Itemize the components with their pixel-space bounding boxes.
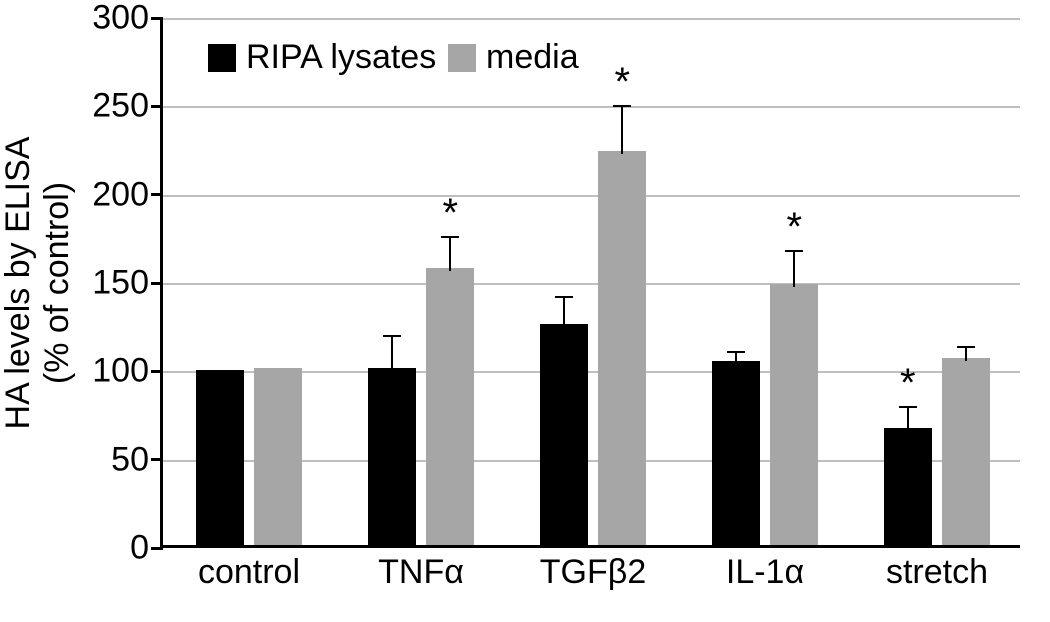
legend-item: media <box>448 38 579 77</box>
x-tick-label: control <box>198 545 300 592</box>
legend-item: RIPA lysates <box>208 38 436 77</box>
legend-label: RIPA lysates <box>236 38 436 77</box>
error-bar-cap <box>211 370 229 372</box>
error-bar-cap <box>613 105 631 107</box>
significance-marker: * <box>614 62 630 102</box>
error-bar-cap <box>899 406 917 408</box>
error-bar-cap <box>727 351 745 353</box>
bar <box>368 368 416 545</box>
error-bar-stem <box>965 347 967 361</box>
bar <box>426 268 474 545</box>
error-bar-stem <box>735 352 737 364</box>
error-bar-stem <box>621 106 623 154</box>
y-tick-label: 0 <box>130 529 163 568</box>
error-bar-cap <box>555 296 573 298</box>
gridline <box>163 106 1020 108</box>
x-tick-label: IL-1α <box>726 545 804 592</box>
error-bar-cap <box>383 335 401 337</box>
significance-marker: * <box>442 193 458 233</box>
legend-swatch <box>208 44 236 72</box>
bar <box>712 361 760 545</box>
x-tick-label: TNFα <box>378 545 464 592</box>
y-tick-label: 100 <box>92 352 163 391</box>
y-tick-label: 200 <box>92 175 163 214</box>
error-bar-stem <box>449 237 451 271</box>
legend-label: media <box>476 38 579 77</box>
significance-marker: * <box>900 363 916 403</box>
significance-marker: * <box>786 207 802 247</box>
gridline <box>163 283 1020 285</box>
bar-chart: HA levels by ELISA (% of control) 050100… <box>0 0 1050 622</box>
x-tick-label: stretch <box>886 545 988 592</box>
legend-swatch <box>448 44 476 72</box>
bar <box>540 324 588 545</box>
gridline <box>163 18 1020 20</box>
error-bar-stem <box>793 251 795 286</box>
bar <box>254 368 302 545</box>
error-bar-stem <box>563 297 565 327</box>
y-axis-label-line2: (% of control) <box>38 182 76 384</box>
error-bar-cap <box>441 236 459 238</box>
y-tick-label: 250 <box>92 87 163 126</box>
error-bar-cap <box>785 250 803 252</box>
y-tick-label: 300 <box>92 0 163 38</box>
error-bar-stem <box>391 336 393 371</box>
y-axis-label-line1: HA levels by ELISA <box>0 137 37 430</box>
bar <box>942 358 990 545</box>
y-tick-label: 50 <box>111 440 163 479</box>
error-bar-stem <box>907 407 909 432</box>
y-tick-label: 150 <box>92 264 163 303</box>
y-axis-label: HA levels by ELISA (% of control) <box>0 137 77 430</box>
bar <box>196 370 244 545</box>
x-tick-label: TGFβ2 <box>540 545 646 592</box>
bar <box>884 428 932 545</box>
error-bar-cap <box>957 346 975 348</box>
bar <box>598 151 646 545</box>
plot-area: 050100150200250300control*TNFα*TGFβ2*IL-… <box>160 18 1020 548</box>
bar <box>770 284 818 545</box>
gridline <box>163 195 1020 197</box>
